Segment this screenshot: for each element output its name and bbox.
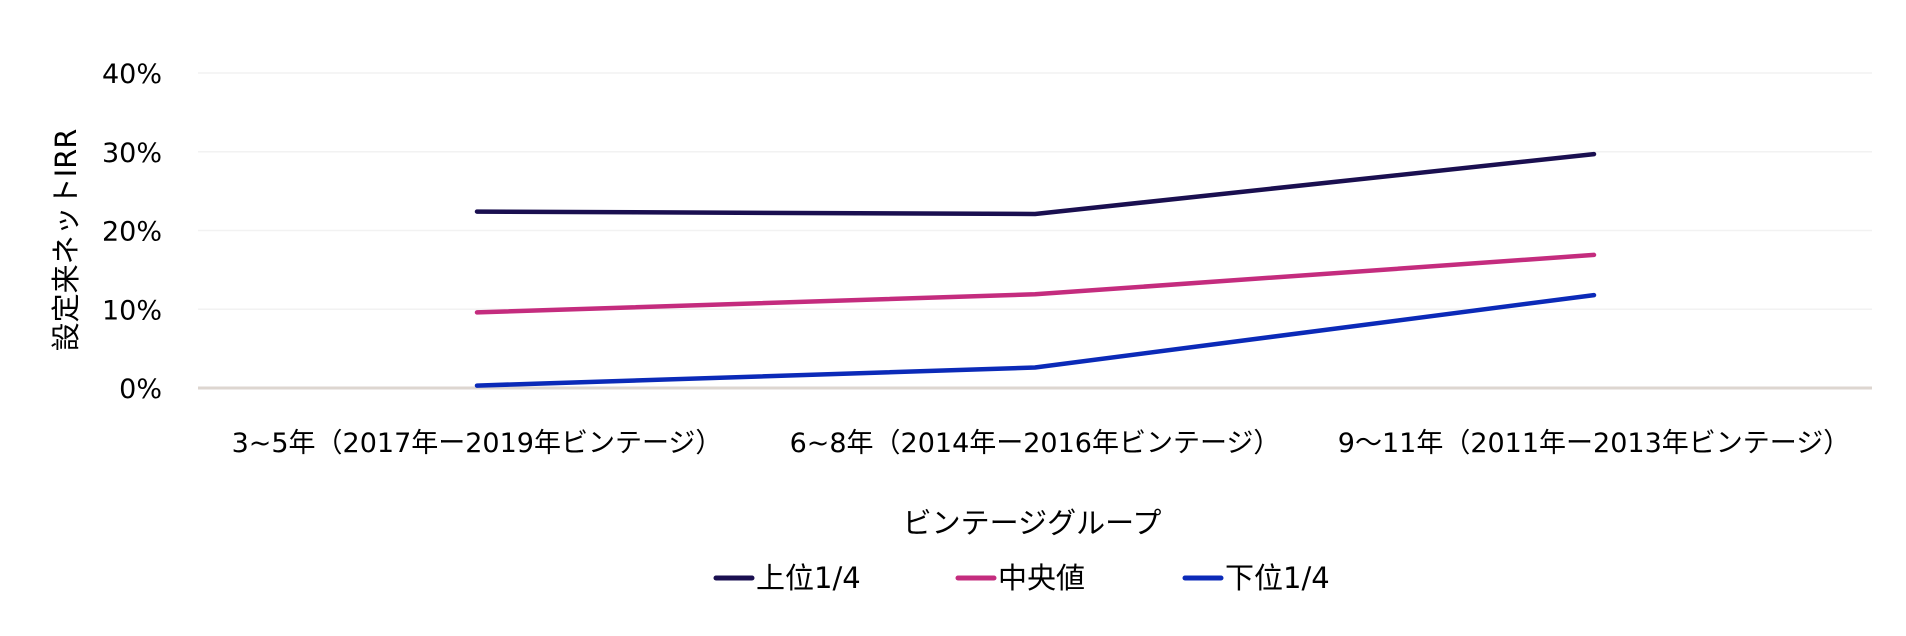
y-tick-label: 20% (102, 217, 162, 248)
gridlines (198, 73, 1872, 388)
x-tick-label: 3~5年（2017年ー2019年ビンテージ） (232, 428, 723, 459)
x-axis-title: ビンテージグループ (903, 506, 1162, 540)
legend-item: 下位1/4 (1185, 561, 1330, 595)
legend-item: 中央値 (958, 561, 1085, 595)
legend-item: 上位1/4 (716, 561, 861, 595)
x-axis: 3~5年（2017年ー2019年ビンテージ） 6~8年（2014年ー2016年ビン… (232, 428, 1851, 459)
y-tick-label: 30% (102, 138, 162, 169)
x-tick-label: 9〜11年（2011年ー2013年ビンテージ） (1338, 428, 1850, 459)
y-axis: 0% 10% 20% 30% 40% (102, 59, 162, 405)
y-axis-title: 設定来ネットIRR (49, 129, 83, 352)
y-tick-label: 0% (119, 374, 162, 405)
x-tick-label: 6~8年（2014年ー2016年ビンテージ） (790, 428, 1281, 459)
legend: 上位1/4 中央値 下位1/4 (716, 561, 1330, 595)
legend-label: 上位1/4 (756, 561, 861, 595)
legend-label: 下位1/4 (1225, 561, 1330, 595)
y-tick-label: 40% (102, 59, 162, 90)
y-tick-label: 10% (102, 295, 162, 326)
legend-label: 中央値 (998, 561, 1085, 595)
series-line (477, 255, 1594, 313)
series-line (477, 154, 1594, 214)
series-lines (477, 154, 1594, 386)
